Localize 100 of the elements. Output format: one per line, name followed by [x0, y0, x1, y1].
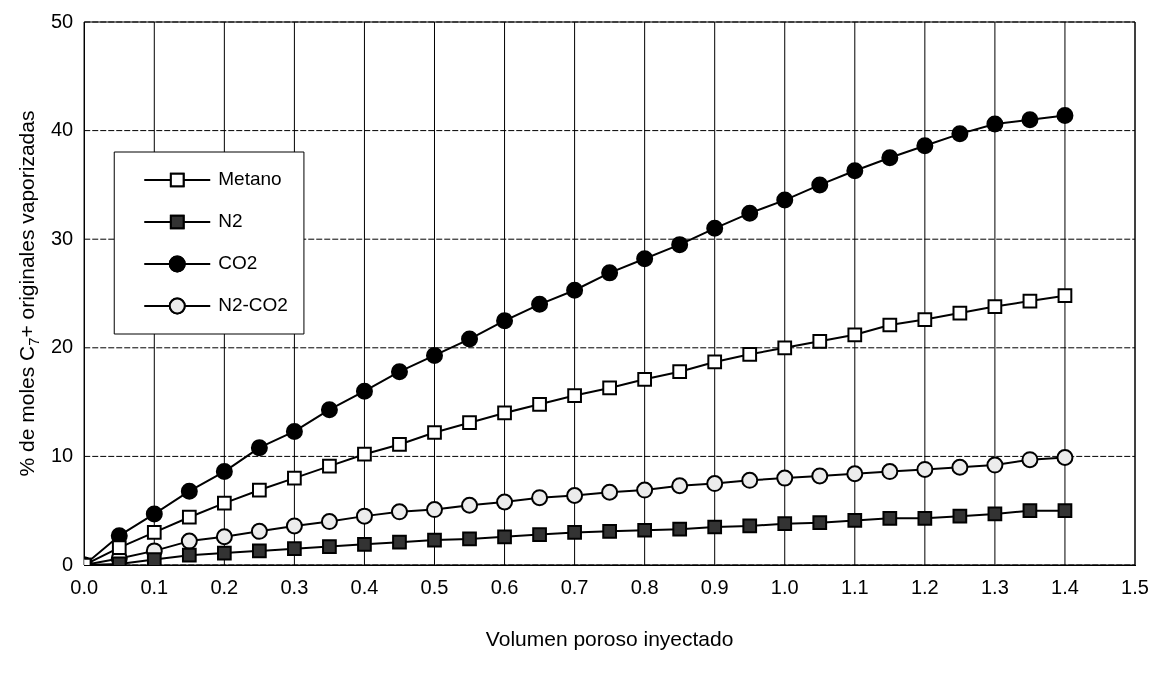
point: [180, 532, 198, 550]
point: [426, 501, 443, 519]
x-tick-label: 0.4: [350, 575, 379, 598]
point: [952, 305, 968, 321]
point: [707, 354, 723, 370]
point: [285, 517, 303, 535]
point: [777, 516, 793, 532]
point: [285, 422, 303, 440]
point: [250, 439, 268, 457]
point: [390, 363, 408, 381]
point: [567, 388, 582, 403]
point: [881, 149, 899, 167]
point: [355, 507, 373, 525]
point: [461, 496, 479, 514]
point: [672, 364, 688, 380]
point: [671, 477, 689, 495]
point: [847, 513, 863, 528]
point: [1057, 503, 1073, 519]
point: [566, 281, 584, 299]
point: [496, 312, 514, 330]
point: [882, 510, 898, 526]
point: [250, 522, 268, 540]
x-tick-label: 0.6: [490, 575, 519, 598]
point: [812, 333, 828, 349]
x-tick-label: 0.0: [70, 575, 99, 598]
point: [531, 489, 549, 507]
point: [216, 495, 232, 511]
point: [636, 481, 654, 499]
point: [146, 525, 162, 540]
point: [777, 340, 793, 356]
point: [426, 346, 443, 364]
y-tick-label: 10: [51, 443, 74, 466]
point: [567, 525, 582, 540]
point: [357, 446, 372, 462]
point: [776, 191, 794, 209]
point: [987, 299, 1003, 314]
point: [497, 405, 512, 421]
point: [462, 531, 477, 547]
point: [672, 521, 688, 537]
point: [496, 493, 514, 511]
x-tick-label: 1.3: [980, 575, 1009, 598]
point: [320, 401, 338, 419]
point: [181, 509, 197, 525]
point: [881, 463, 899, 481]
y-tick-label: 40: [51, 118, 74, 141]
point: [462, 415, 477, 431]
point: [427, 532, 442, 548]
point: [252, 543, 267, 559]
point: [706, 219, 724, 237]
y-axis-title: % de moles C7+ originales vaporizadas: [14, 110, 43, 477]
point: [1056, 106, 1074, 124]
x-tick-label: 0.1: [140, 575, 169, 598]
x-tick-label: 0.9: [700, 575, 729, 598]
point: [952, 508, 968, 524]
point: [846, 465, 864, 483]
y-tick-label: 30: [51, 226, 74, 249]
point: [1057, 288, 1073, 304]
point: [602, 380, 617, 396]
point: [146, 552, 162, 565]
point: [776, 469, 794, 487]
point: [111, 540, 127, 555]
point: [916, 460, 934, 478]
legend-label: N2: [218, 210, 243, 232]
point: [1021, 111, 1039, 129]
point: [986, 115, 1004, 133]
x-tick-label: 1.2: [910, 575, 939, 598]
y-tick-label: 50: [51, 9, 74, 32]
legend-label: Metano: [218, 168, 282, 190]
point: [951, 458, 969, 476]
point: [215, 528, 233, 546]
point: [916, 137, 934, 155]
x-axis-title: Volumen poroso inyectado: [485, 626, 734, 650]
point: [322, 539, 337, 554]
point: [531, 295, 549, 313]
x-tick-label: 0.8: [630, 575, 659, 598]
point: [951, 125, 969, 143]
point: [812, 515, 828, 531]
point: [706, 475, 724, 493]
point: [987, 506, 1003, 522]
point: [811, 467, 829, 485]
x-tick-label: 0.7: [560, 575, 589, 598]
point: [181, 547, 197, 563]
point: [1021, 451, 1039, 469]
x-tick-label: 1.4: [1051, 575, 1079, 598]
x-tick-label: 1.1: [840, 575, 869, 598]
point: [986, 456, 1004, 474]
point: [461, 330, 479, 348]
point: [742, 518, 758, 534]
point: [847, 327, 863, 343]
point: [180, 482, 198, 500]
x-tick-label: 0.5: [420, 575, 449, 598]
point: [846, 162, 864, 180]
point: [355, 382, 373, 400]
point: [637, 522, 653, 538]
point: [497, 529, 512, 545]
point: [287, 470, 302, 486]
point: [671, 236, 689, 254]
point: [532, 396, 547, 412]
point: [427, 425, 442, 440]
point: [287, 541, 302, 557]
